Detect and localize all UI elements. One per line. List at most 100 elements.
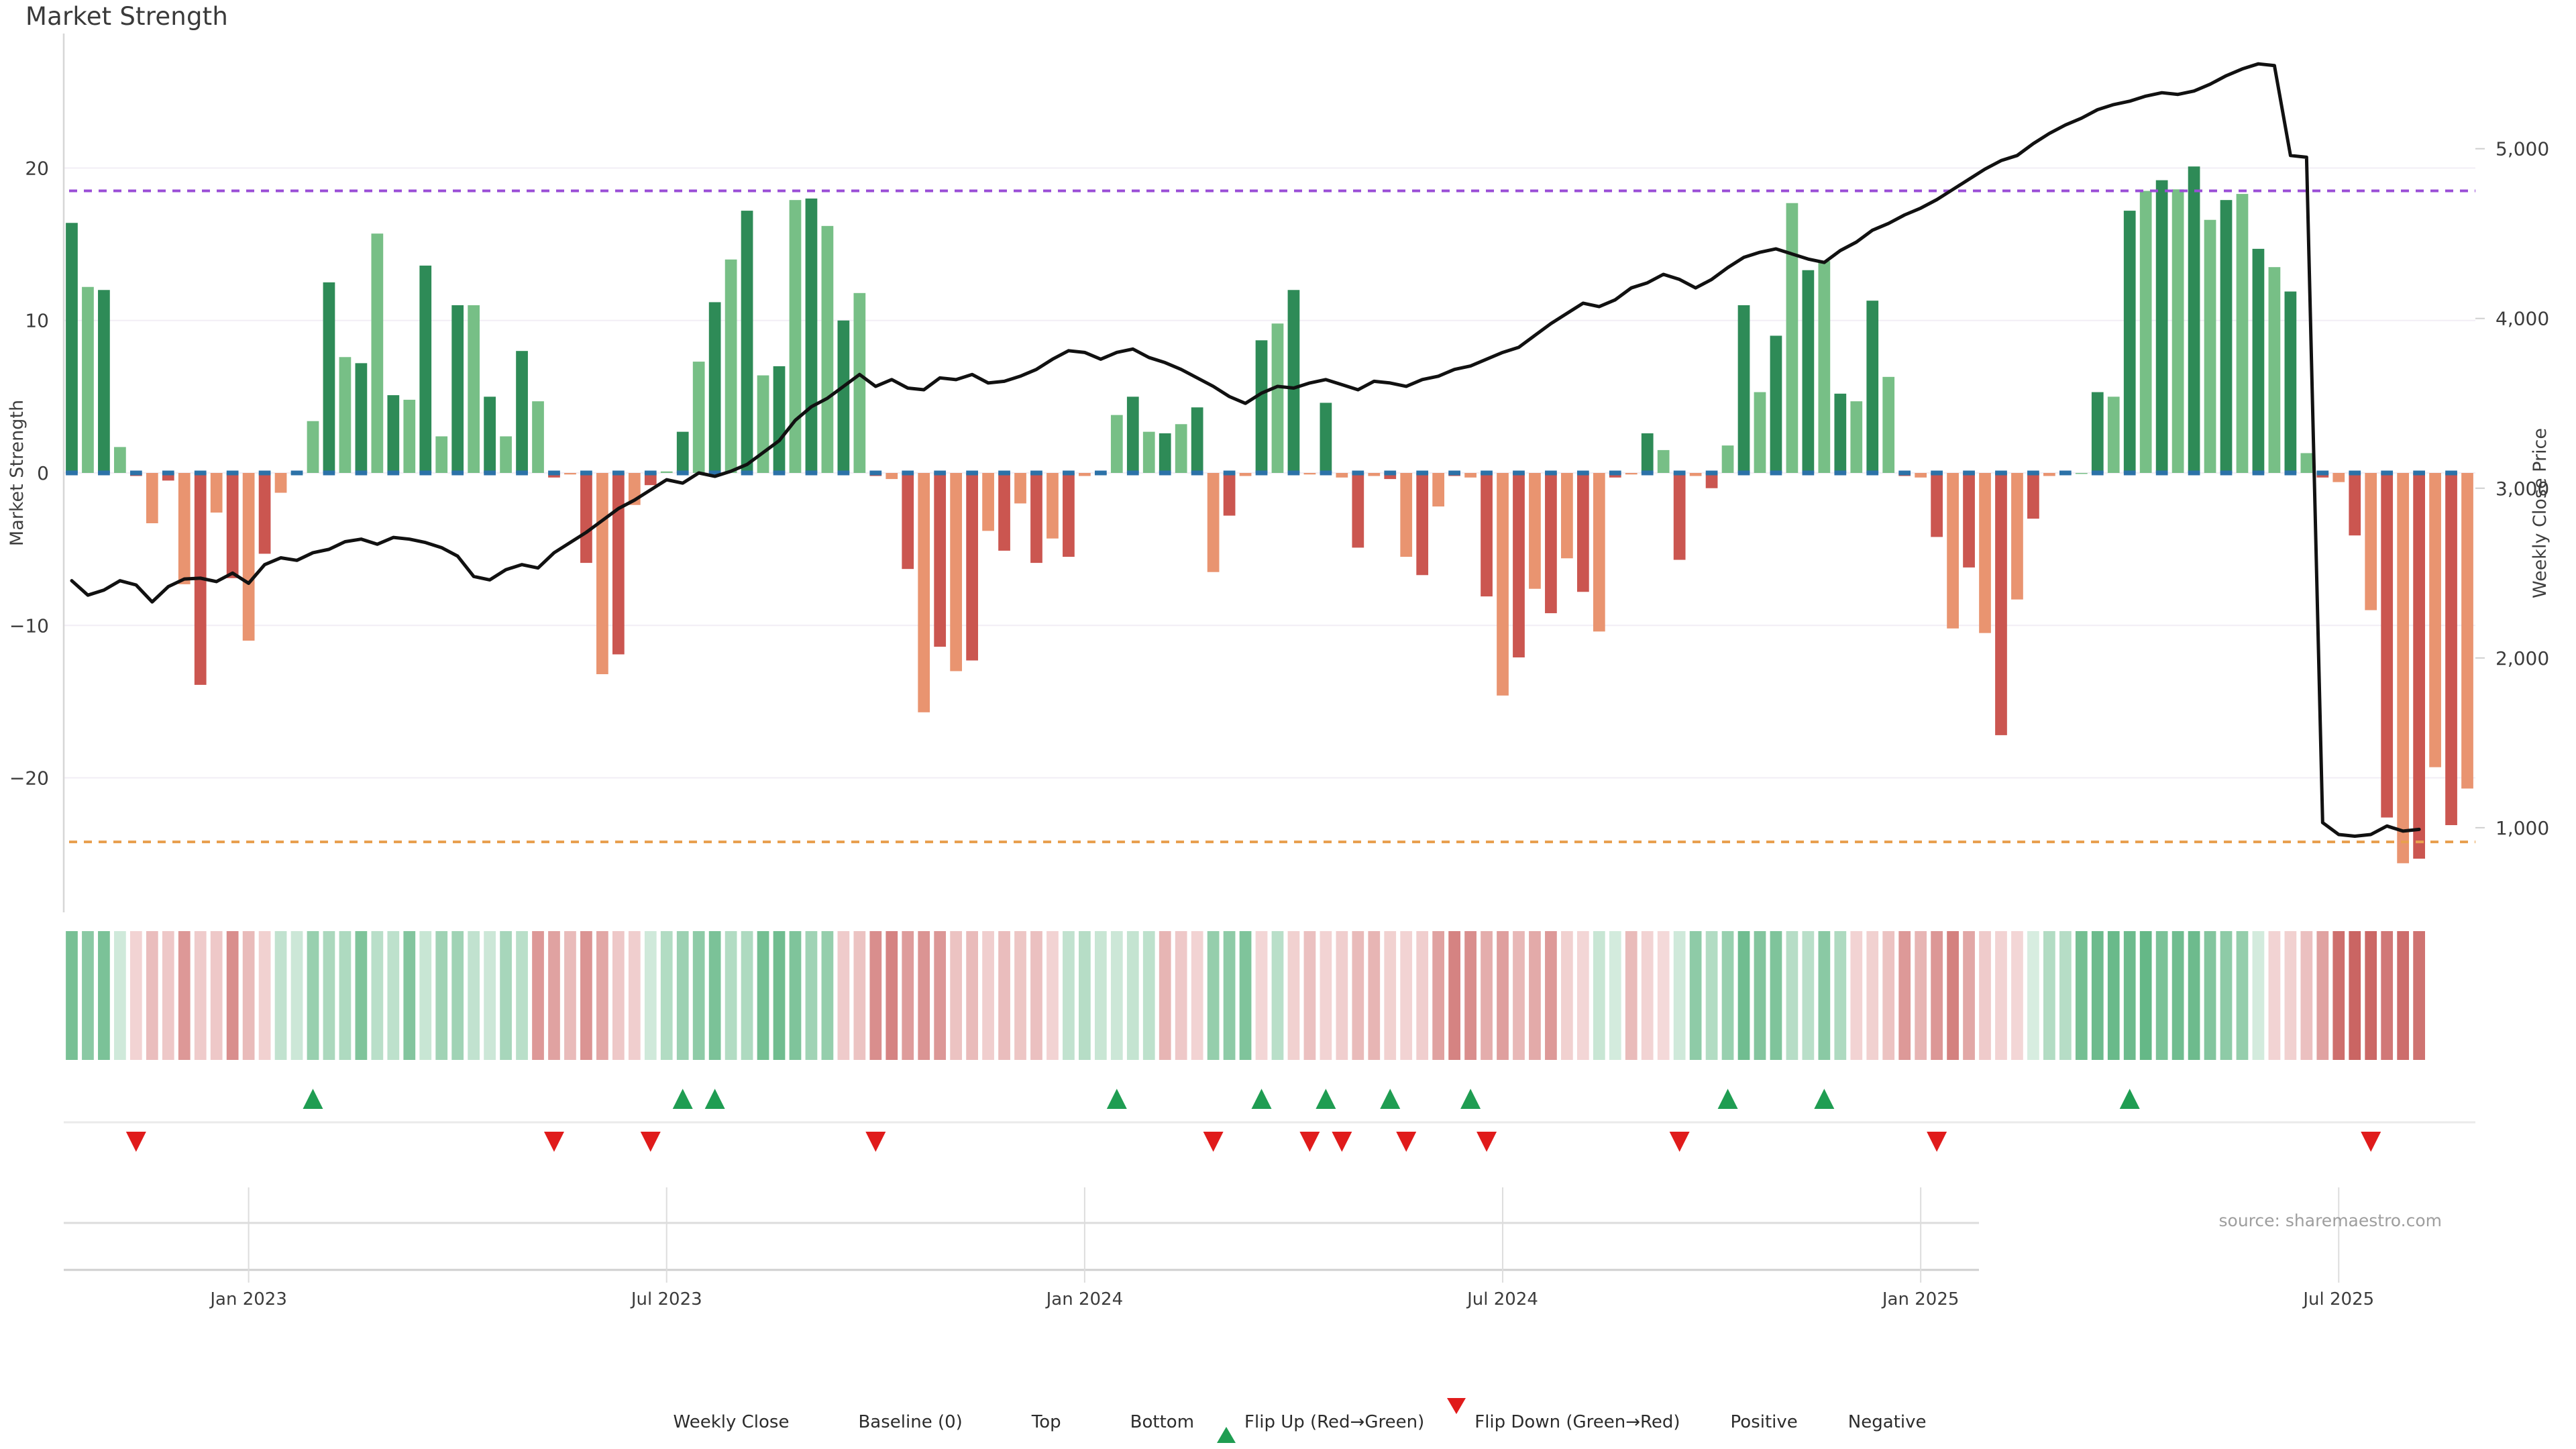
heatmap-cell xyxy=(1963,931,1975,1060)
legend-item-line[interactable]: Weekly Close xyxy=(627,1412,790,1432)
flip-down-marker xyxy=(1927,1132,1947,1152)
heatmap-cell xyxy=(1545,931,1557,1060)
heatmap-cell xyxy=(853,931,866,1060)
legend-item-circle[interactable]: Positive xyxy=(1703,1412,1798,1432)
heatmap-cell xyxy=(2236,931,2249,1060)
heatmap-cell xyxy=(2381,931,2394,1060)
heatmap-cell xyxy=(484,931,496,1060)
flip-up-marker xyxy=(1814,1089,1835,1109)
heatmap-cell xyxy=(2123,931,2136,1060)
strength-bar xyxy=(451,305,464,473)
heatmap-cell xyxy=(902,931,914,1060)
heatmap-cell xyxy=(1866,931,1879,1060)
right-axis-tick-label: 1,000 xyxy=(2496,817,2549,839)
right-axis-tick-label: 3,000 xyxy=(2496,478,2549,500)
heatmap-cell xyxy=(773,931,786,1060)
strength-bar xyxy=(741,211,753,473)
strength-bar xyxy=(210,473,223,513)
strength-bar xyxy=(258,473,271,554)
strength-bar xyxy=(1271,323,1284,473)
legend-item-triangle-up[interactable]: Flip Up (Red→Green) xyxy=(1217,1412,1425,1443)
heatmap-cell xyxy=(885,931,898,1060)
right-axis: 5,000 4,000 3,000 2,000 1,000 Weekly Close Pr… xyxy=(2475,138,2551,839)
heatmap-cell xyxy=(2107,931,2120,1060)
source-note: source: sharemaestro.com xyxy=(2219,1211,2443,1230)
heatmap-cell xyxy=(2316,931,2329,1060)
heatmap-cell xyxy=(258,931,271,1060)
legend-item-circle[interactable]: Negative xyxy=(1821,1412,1927,1432)
heatmap-cell xyxy=(1175,931,1187,1060)
strength-bar xyxy=(2445,473,2457,825)
heatmap-cell xyxy=(821,931,834,1060)
strength-bar xyxy=(114,447,126,473)
strength-bar xyxy=(564,473,576,475)
heatmap-cell xyxy=(2332,931,2345,1060)
heatmap-cell xyxy=(1448,931,1460,1060)
strength-bar xyxy=(274,473,287,493)
heatmap-cell xyxy=(982,931,994,1060)
heatmap-cell xyxy=(419,931,432,1060)
legend-item-dotted-line[interactable]: Bottom xyxy=(1084,1412,1194,1432)
heatmap-cell xyxy=(1191,931,1203,1060)
strength-bar xyxy=(1303,473,1316,475)
heatmap-cell xyxy=(1159,931,1171,1060)
legend-item-label: Flip Up (Red→Green) xyxy=(1244,1412,1425,1432)
flip-down-marker xyxy=(1396,1132,1417,1152)
strength-bar xyxy=(1384,473,1397,480)
strength-bar xyxy=(484,396,496,473)
page-title: Market Strength xyxy=(25,2,228,31)
strength-bar xyxy=(435,436,448,473)
strength-bar xyxy=(1802,270,1815,473)
strength-bar xyxy=(612,473,625,655)
heatmap-cell xyxy=(789,931,802,1060)
heatmap-cell xyxy=(2204,931,2216,1060)
legend-item-triangle-down[interactable]: Flip Down (Green→Red) xyxy=(1447,1398,1680,1432)
strength-bar xyxy=(1673,473,1686,560)
heatmap-cell xyxy=(644,931,657,1060)
legend-item-dotted-line[interactable]: Top xyxy=(985,1412,1061,1432)
strength-bar xyxy=(1014,473,1026,504)
strength-bar xyxy=(1175,424,1187,473)
heatmap-cell xyxy=(2220,931,2233,1060)
heatmap-cell xyxy=(1303,931,1316,1060)
legend-item-label: Weekly Close xyxy=(673,1412,790,1432)
heatmap-cell xyxy=(837,931,850,1060)
strength-bar xyxy=(2461,473,2473,789)
heatmap-cell xyxy=(2349,931,2361,1060)
strength-bar xyxy=(1915,473,1927,478)
left-axis-tick-label: 20 xyxy=(25,157,49,179)
heatmap-cell xyxy=(1063,931,1075,1060)
strength-bar xyxy=(1882,376,1895,473)
heatmap-cell xyxy=(451,931,464,1060)
strength-bar xyxy=(724,259,737,473)
strength-bar xyxy=(2284,291,2297,473)
heatmap-cell xyxy=(612,931,625,1060)
strength-heatmap-strip xyxy=(66,931,2425,1060)
heatmap-cell xyxy=(1818,931,1831,1060)
heatmap-cell xyxy=(2011,931,2023,1060)
left-axis: 20 10 0 −10 −20 Market Strength xyxy=(7,157,49,789)
right-axis-tick-label: 5,000 xyxy=(2496,138,2549,160)
strength-bar xyxy=(1497,473,1509,696)
heatmap-cell xyxy=(934,931,947,1060)
heatmap-cell xyxy=(323,931,335,1060)
legend-item-dashed-line[interactable]: Baseline (0) xyxy=(812,1412,962,1432)
strength-bar xyxy=(2171,189,2184,473)
heatmap-cell xyxy=(2155,931,2168,1060)
left-axis-tick-label: 0 xyxy=(37,462,49,484)
heatmap-cell xyxy=(1046,931,1059,1060)
heatmap-cell xyxy=(2043,931,2055,1060)
strength-bar xyxy=(307,421,319,473)
strength-bar xyxy=(998,473,1010,551)
flip-up-marker xyxy=(1251,1089,1272,1109)
left-axis-title: Market Strength xyxy=(7,400,28,546)
strength-bar xyxy=(982,473,994,531)
strength-bar xyxy=(950,473,963,672)
strength-bar xyxy=(805,198,818,473)
legend-item-label: Bottom xyxy=(1130,1412,1195,1432)
strength-bar xyxy=(1416,473,1429,576)
flip-up-marker xyxy=(1717,1089,1738,1109)
strength-bar xyxy=(1464,473,1477,478)
heatmap-cell xyxy=(1368,931,1381,1060)
strength-bar xyxy=(1110,415,1123,473)
